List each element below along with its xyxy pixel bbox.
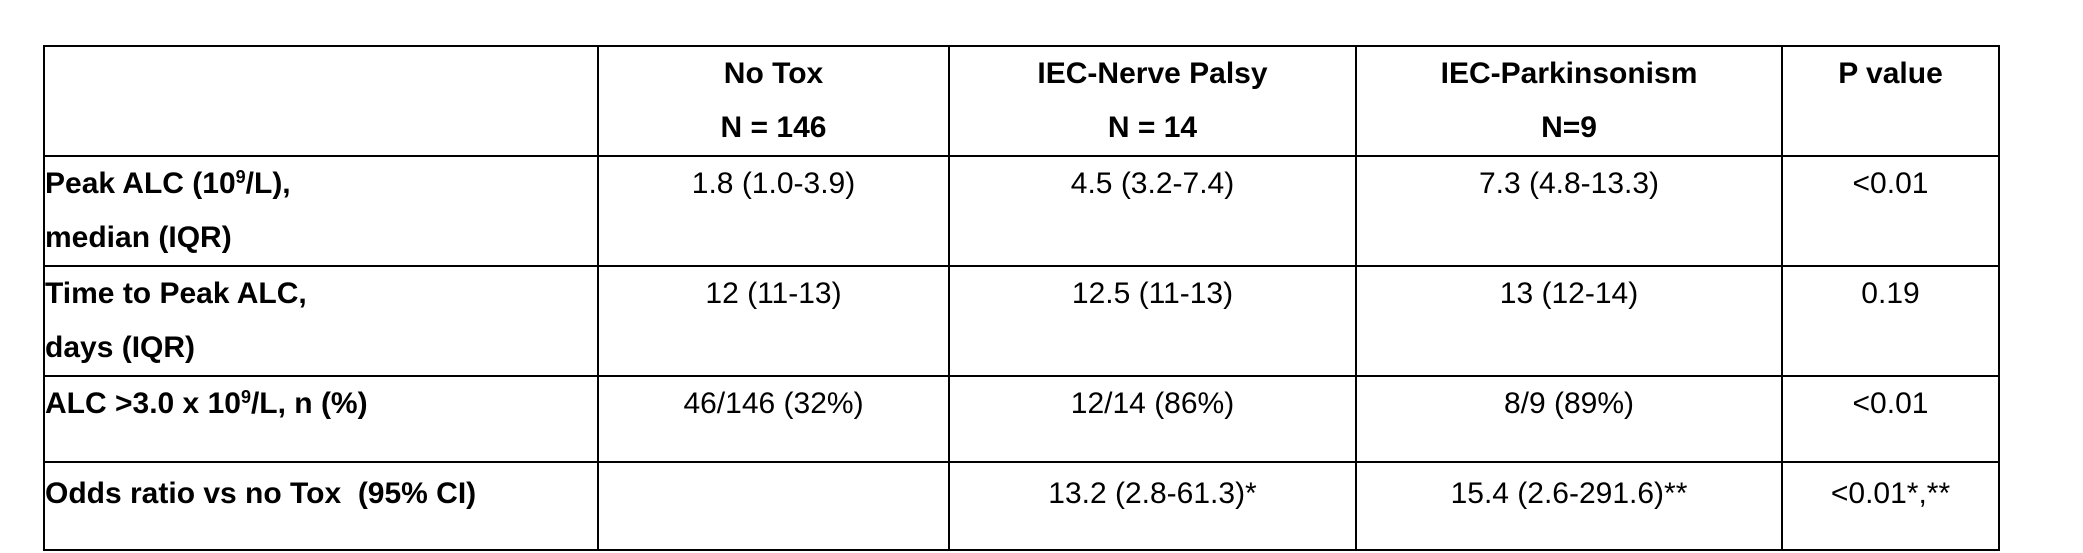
header-label: P value bbox=[1838, 57, 1943, 90]
header-count: N = 146 bbox=[720, 111, 827, 144]
table-cell: <0.01 bbox=[1781, 375, 2000, 463]
table-cell: <0.01*,** bbox=[1781, 461, 2000, 551]
table-row: Time to Peak ALC, days (IQR) 12 (11-13) … bbox=[43, 265, 2000, 377]
header-cell-no-tox: No Tox N = 146 bbox=[597, 45, 950, 157]
table-cell: 4.5 (3.2-7.4) bbox=[948, 155, 1357, 267]
table-cell: 13 (12-14) bbox=[1355, 265, 1783, 377]
row-label-text: /L, n (%) bbox=[250, 387, 368, 420]
table-cell: 12/14 (86%) bbox=[948, 375, 1357, 463]
header-cell-parkinsonism: IEC-Parkinsonism N=9 bbox=[1355, 45, 1783, 157]
table-cell: 7.3 (4.8-13.3) bbox=[1355, 155, 1783, 267]
row-label-text: ALC >3.0 x 10 bbox=[45, 387, 241, 420]
table-cell: 12 (11-13) bbox=[597, 265, 950, 377]
table-cell: <0.01 bbox=[1781, 155, 2000, 267]
results-table: No Tox N = 146 IEC-Nerve Palsy N = 14 IE… bbox=[43, 45, 2000, 551]
table-cell: 13.2 (2.8-61.3)* bbox=[948, 461, 1357, 551]
table-cell: 1.8 (1.0-3.9) bbox=[597, 155, 950, 267]
table-cell: 0.19 bbox=[1781, 265, 2000, 377]
row-label-alc-threshold: ALC >3.0 x 109/L, n (%) bbox=[43, 375, 599, 463]
header-label: IEC-Nerve Palsy bbox=[1037, 57, 1268, 90]
table-cell: 15.4 (2.6-291.6)** bbox=[1355, 461, 1783, 551]
header-cell-empty bbox=[43, 45, 599, 157]
header-count: N=9 bbox=[1541, 111, 1597, 144]
header-cell-p-value: P value bbox=[1781, 45, 2000, 157]
row-label-time-to-peak: Time to Peak ALC, days (IQR) bbox=[43, 265, 599, 377]
header-row: No Tox N = 146 IEC-Nerve Palsy N = 14 IE… bbox=[43, 45, 2000, 157]
table-cell: 46/146 (32%) bbox=[597, 375, 950, 463]
header-cell-nerve-palsy: IEC-Nerve Palsy N = 14 bbox=[948, 45, 1357, 157]
header-label: No Tox bbox=[723, 57, 824, 90]
row-label-text: Odds ratio vs no Tox (95% CI) bbox=[45, 477, 477, 510]
header-count: N = 14 bbox=[1107, 111, 1198, 144]
superscript: 9 bbox=[240, 387, 251, 407]
row-label-text: median (IQR) bbox=[45, 221, 232, 254]
row-label-text: /L), bbox=[245, 167, 291, 200]
row-label-peak-alc: Peak ALC (109/L), median (IQR) bbox=[43, 155, 599, 267]
table-cell: 12.5 (11-13) bbox=[948, 265, 1357, 377]
row-label-text: days (IQR) bbox=[45, 331, 196, 364]
row-label-odds-ratio: Odds ratio vs no Tox (95% CI) bbox=[43, 461, 599, 551]
row-label-text: Time to Peak ALC, bbox=[45, 277, 307, 310]
table-cell: 8/9 (89%) bbox=[1355, 375, 1783, 463]
table-row: ALC >3.0 x 109/L, n (%) 46/146 (32%) 12/… bbox=[43, 375, 2000, 463]
row-label-text: Peak ALC (10 bbox=[45, 167, 236, 200]
table-row: Peak ALC (109/L), median (IQR) 1.8 (1.0-… bbox=[43, 155, 2000, 267]
table-row: Odds ratio vs no Tox (95% CI) 13.2 (2.8-… bbox=[43, 461, 2000, 551]
superscript: 9 bbox=[235, 167, 246, 187]
header-label: IEC-Parkinsonism bbox=[1440, 57, 1698, 90]
table-cell bbox=[597, 461, 950, 551]
